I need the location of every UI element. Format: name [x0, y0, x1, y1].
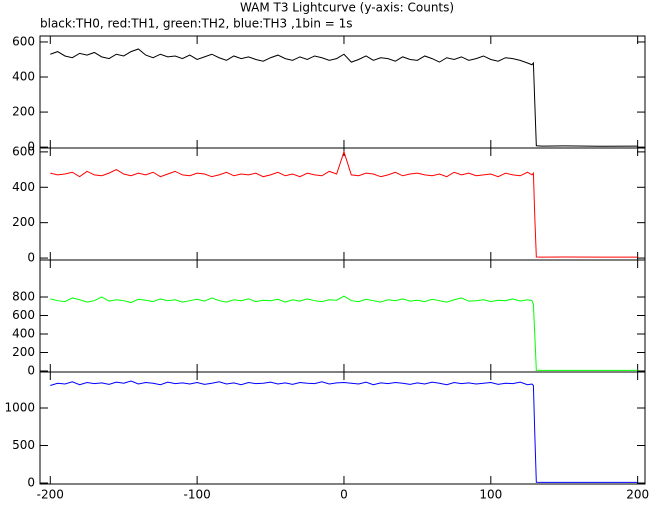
- y-tick-label: 600: [12, 308, 35, 322]
- y-tick-label: 600: [12, 144, 35, 158]
- y-tick-label: 400: [12, 70, 35, 84]
- y-tick-label: 200: [12, 215, 35, 229]
- y-tick-label: 500: [12, 438, 35, 452]
- data-line: [50, 295, 638, 371]
- data-line: [50, 48, 638, 147]
- y-tick-label: 0: [27, 251, 35, 265]
- panel-frame: [39, 35, 646, 149]
- x-tick-label: 100: [479, 488, 502, 502]
- x-tick-label: 0: [340, 488, 348, 502]
- y-tick-label: 400: [12, 180, 35, 194]
- x-tick-label: 200: [626, 488, 649, 502]
- chart-subtitle: black:TH0, red:TH1, green:TH2, blue:TH3 …: [40, 17, 353, 31]
- y-tick-label: 200: [12, 345, 35, 359]
- data-line: [50, 150, 638, 258]
- panel-frame: [39, 259, 646, 373]
- x-tick-label: -200: [37, 488, 64, 502]
- y-tick-label: 600: [12, 34, 35, 48]
- panel-frame: [39, 147, 646, 261]
- chart-title: WAM T3 Lightcurve (y-axis: Counts): [240, 1, 454, 15]
- y-tick-label: 0: [27, 140, 35, 154]
- y-tick-label: 1000: [4, 401, 35, 415]
- y-tick-label: 200: [12, 105, 35, 119]
- y-tick-label: 800: [12, 289, 35, 303]
- data-line: [50, 380, 638, 483]
- y-tick-label: 0: [27, 363, 35, 377]
- y-tick-label: 0: [27, 476, 35, 490]
- x-tick-label: -100: [184, 488, 211, 502]
- panel-frame: [39, 371, 646, 485]
- y-tick-label: 400: [12, 326, 35, 340]
